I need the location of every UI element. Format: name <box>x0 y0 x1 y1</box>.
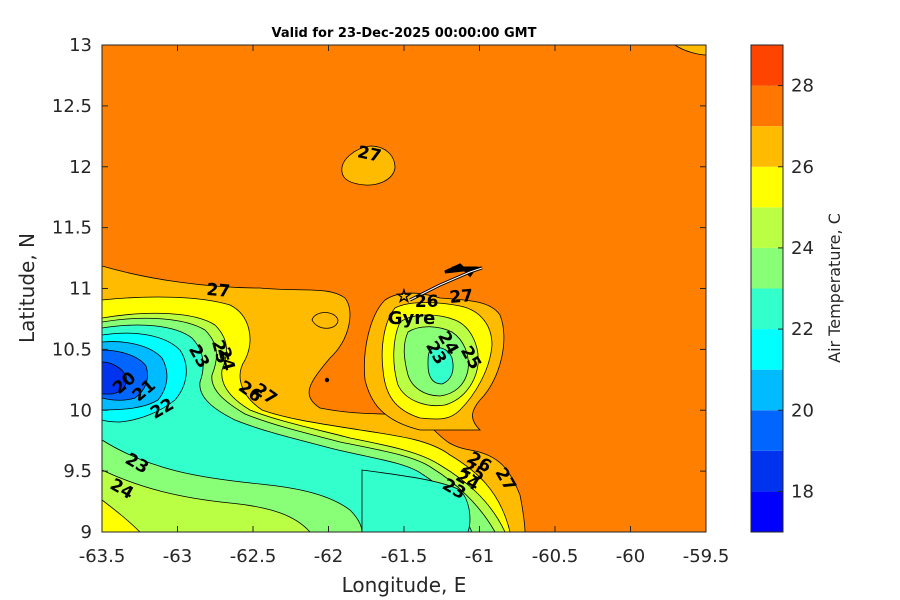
colorbar-swatch <box>751 329 783 370</box>
y-tick-label: 11.5 <box>52 218 92 239</box>
contour-label: 27 <box>449 286 474 308</box>
y-tick-label: 12.5 <box>52 96 92 117</box>
colorbar-swatch <box>751 166 783 208</box>
region-22-southeast <box>361 469 471 532</box>
colorbar-swatch <box>751 247 783 289</box>
contour-label: 27 <box>206 280 231 302</box>
region-26-corner <box>674 45 706 56</box>
colorbar-swatch <box>751 126 783 167</box>
annotations: ☆Gyre <box>388 286 436 329</box>
y-tick-label: 10 <box>69 400 92 421</box>
gyre-label: Gyre <box>388 308 436 329</box>
region-27-north <box>341 145 396 186</box>
region-26-islet <box>311 312 339 329</box>
x-axis-ticks: -63.5 -63 -62.5 -62 -61.5 -61 -60.5 -60 -59.5 <box>79 45 730 567</box>
y-tick-label: 11 <box>69 279 92 300</box>
region-22-gyre <box>427 347 454 385</box>
contour-label: 26 <box>415 292 439 312</box>
region-25-south <box>102 499 141 532</box>
colorbar-swatch <box>751 207 783 248</box>
colorbar-swatch <box>751 85 783 127</box>
x-tick-label: -60.5 <box>532 546 579 567</box>
gyre-star-icon: ☆ <box>396 286 412 307</box>
region-24-south <box>102 469 311 532</box>
colorbar-swatch <box>751 288 783 330</box>
x-tick-label: -60 <box>616 546 645 567</box>
x-tick-label: -62.5 <box>230 546 277 567</box>
contour-label: 27 <box>356 142 383 166</box>
x-tick-label: -59.5 <box>683 546 730 567</box>
x-tick-label: -63 <box>163 546 192 567</box>
colorbar-tick-label: 20 <box>791 400 814 421</box>
y-tick-label: 12 <box>69 157 92 178</box>
y-tick-label: 9.5 <box>63 461 92 482</box>
x-axis-label: Longitude, E <box>342 573 467 597</box>
x-tick-label: -61.5 <box>381 546 428 567</box>
colorbar-label: Air Temperature, C <box>825 213 844 363</box>
chart-title: Valid for 23-Dec-2025 00:00:00 GMT <box>272 26 537 41</box>
region-18 <box>102 361 127 395</box>
colorbar <box>751 45 783 532</box>
colorbar-frame <box>750 44 784 533</box>
y-tick-label: 9 <box>81 522 92 543</box>
gyre-track-inner <box>409 267 483 301</box>
x-tick-label: -62 <box>314 546 343 567</box>
y-tick-label: 13 <box>69 35 92 56</box>
colorbar-tick-label: 22 <box>791 319 814 340</box>
contour-field <box>102 45 706 532</box>
colorbar-swatch <box>751 45 783 86</box>
colorbar-swatch <box>751 491 783 532</box>
colorbar-tick-label: 28 <box>791 76 814 97</box>
colorbar-tick-label: 18 <box>791 481 814 502</box>
colorbar-swatch <box>751 410 783 451</box>
colorbar-swatch <box>751 450 783 492</box>
y-tick-label: 10.5 <box>52 339 92 360</box>
colorbar-tick-label: 24 <box>791 238 814 259</box>
islet <box>324 377 330 383</box>
colorbar-swatch <box>751 369 783 411</box>
colorbar-tick-label: 26 <box>791 157 814 178</box>
colorbar-ticks: 18 20 22 24 26 28 <box>778 76 814 502</box>
x-tick-label: -63.5 <box>79 546 126 567</box>
x-tick-label: -61 <box>465 546 494 567</box>
y-axis-ticks: 9 9.5 10 10.5 11 11.5 12 12.5 13 <box>52 35 706 543</box>
y-axis-label: Latitude, N <box>15 233 39 343</box>
